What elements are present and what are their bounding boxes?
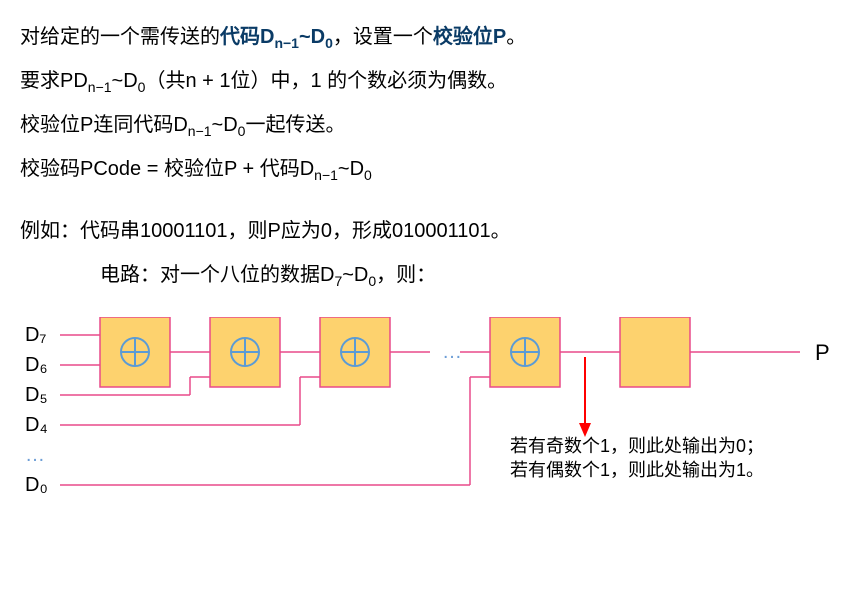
line1-mid: ，设置一个 — [333, 26, 433, 48]
l6c: ，则： — [376, 264, 436, 286]
line4: 校验码PCode = 校验位P + 代码Dn−1~D0 — [20, 147, 835, 191]
line5: 例如：代码串10001101，则P应为0，形成010001101。 — [20, 209, 835, 253]
circuit-diagram: D₇ D₆ D₅ D₄ … D₀ … P 若有奇数个1，则此处输出为0； 若有偶数个1，则此处输出… — [20, 317, 835, 537]
input-label: D₄ — [25, 414, 48, 436]
l6b: ~D — [342, 264, 368, 286]
output-label: P — [815, 340, 830, 365]
check-term: 校验位P — [433, 26, 506, 48]
code-d: 代码D — [220, 26, 274, 48]
l2s1: n−1 — [88, 79, 112, 95]
l3a: 校验位P连同代码D — [20, 114, 188, 136]
l4a: 校验码PCode = 校验位P + 代码D — [20, 158, 314, 180]
diagram-svg: D₇ D₆ D₅ D₄ … D₀ … P 若有奇数个1，则此处输出为0； 若有偶数个1，则此处输出… — [20, 317, 835, 537]
code-tilde: ~D — [299, 26, 325, 48]
code-sub1: n−1 — [274, 35, 299, 51]
input-label: D₀ — [25, 474, 48, 496]
annotation-line: 若有奇数个1，则此处输出为0； — [510, 436, 764, 456]
l2b: ~D — [112, 70, 138, 92]
line1: 对给定的一个需传送的代码Dn−1~D0，设置一个校验位P。 — [20, 15, 835, 59]
l6s2: 0 — [368, 273, 376, 289]
l4b: ~D — [338, 158, 364, 180]
line2: 要求PDn−1~D0（共n + 1位）中，1 的个数必须为偶数。 — [20, 59, 835, 103]
l3b: ~D — [212, 114, 238, 136]
line1-end: 。 — [506, 26, 526, 48]
input-label: D₅ — [25, 384, 48, 406]
line6: 电路：对一个八位的数据D7~D0，则： — [20, 253, 835, 297]
l2c: （共n + 1位）中，1 的个数必须为偶数。 — [145, 70, 507, 92]
l4s2: 0 — [364, 167, 372, 183]
ellipsis: … — [442, 341, 462, 363]
code-term: 代码Dn−1~D0 — [220, 26, 333, 48]
input-label: D₇ — [25, 324, 46, 346]
passthrough-box — [620, 317, 690, 387]
annotation-line: 若有偶数个1，则此处输出为1。 — [510, 460, 764, 480]
l2a: 要求PD — [20, 70, 88, 92]
arrow-head — [579, 423, 591, 437]
l4s1: n−1 — [314, 167, 338, 183]
code-sub2: 0 — [325, 35, 333, 51]
l3c: 一起传送。 — [245, 114, 345, 136]
l6a: 电路：对一个八位的数据D — [100, 264, 334, 286]
input-label: … — [25, 444, 45, 466]
input-label: D₆ — [25, 354, 48, 376]
line1-prefix: 对给定的一个需传送的 — [20, 26, 220, 48]
l3s1: n−1 — [188, 123, 212, 139]
line3: 校验位P连同代码Dn−1~D0一起传送。 — [20, 103, 835, 147]
